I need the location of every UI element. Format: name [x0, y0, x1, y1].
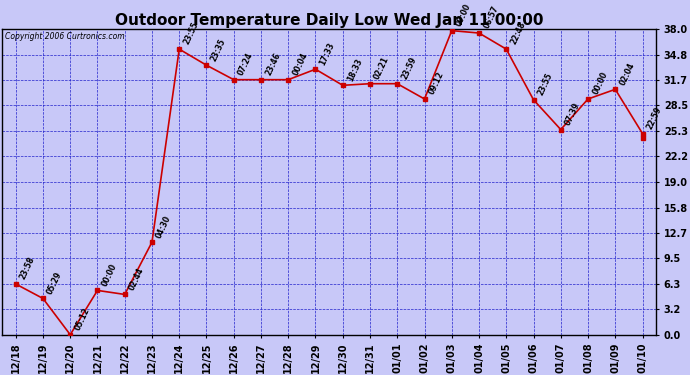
Text: 00:04: 00:04	[291, 51, 309, 77]
Text: 23:46: 23:46	[264, 51, 282, 77]
Text: 22:48: 22:48	[509, 21, 527, 46]
Title: Outdoor Temperature Daily Low Wed Jan 11 00:00: Outdoor Temperature Daily Low Wed Jan 11…	[115, 13, 543, 28]
Text: 07:39: 07:39	[564, 101, 582, 127]
Text: 23:55: 23:55	[182, 21, 200, 46]
Text: 04:30: 04:30	[155, 214, 173, 239]
Text: 06:57: 06:57	[482, 4, 500, 30]
Text: 23:59: 23:59	[400, 56, 418, 81]
Text: 17:33: 17:33	[318, 40, 337, 66]
Text: Copyright 2006 Curtronics.com: Copyright 2006 Curtronics.com	[6, 32, 125, 41]
Text: 22:59: 22:59	[645, 105, 664, 131]
Text: 00:00: 00:00	[455, 2, 473, 28]
Text: 23:55: 23:55	[536, 72, 555, 97]
Text: 18:33: 18:33	[346, 57, 364, 82]
Text: 05:12: 05:12	[73, 306, 91, 332]
Text: 02:21: 02:21	[373, 55, 391, 81]
Text: 02:44: 02:44	[128, 266, 146, 292]
Text: 07:24: 07:24	[237, 51, 255, 77]
Text: 23:58: 23:58	[19, 255, 37, 281]
Text: 02:04: 02:04	[618, 61, 636, 87]
Text: 23:35: 23:35	[209, 37, 228, 62]
Text: 05:29: 05:29	[46, 270, 64, 296]
Text: 00:00: 00:00	[100, 262, 119, 288]
Text: 09:12: 09:12	[427, 70, 446, 96]
Text: 00:00: 00:00	[591, 70, 609, 96]
